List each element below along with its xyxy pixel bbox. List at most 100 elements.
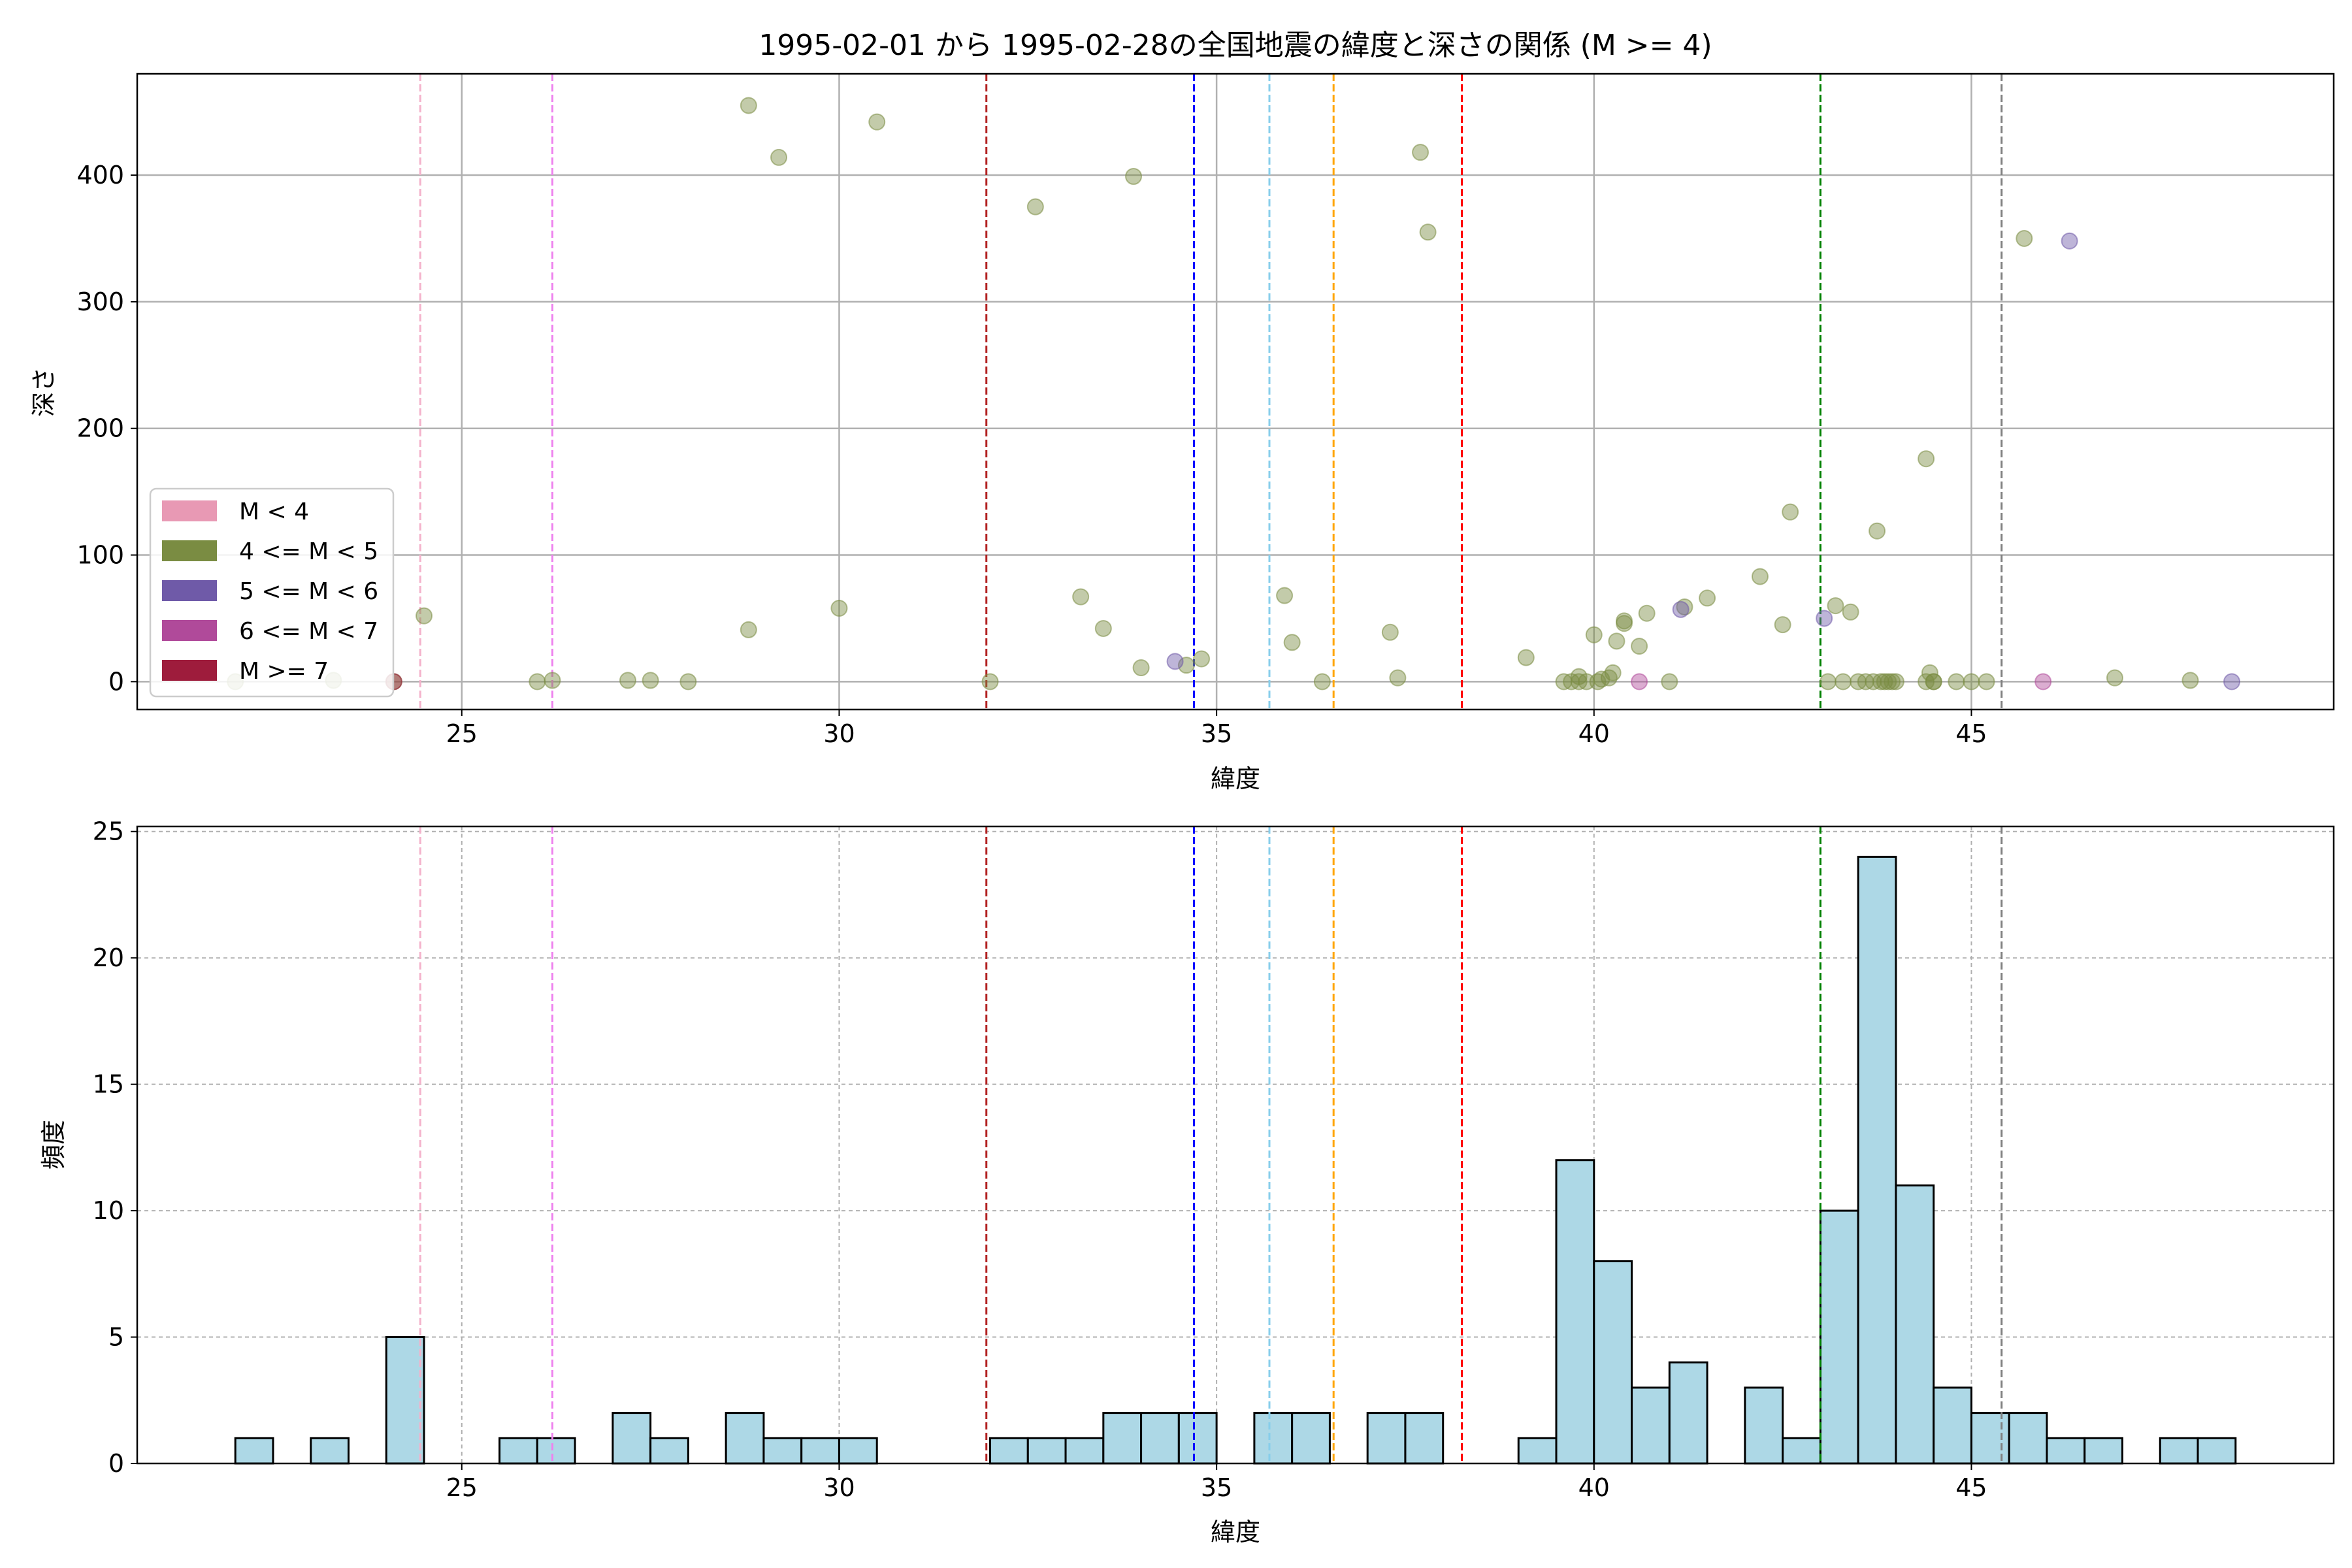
scatter-x-tick-label: 45 (1955, 719, 1987, 748)
scatter-point (416, 607, 433, 625)
legend-swatch (162, 660, 217, 681)
scatter-point (1604, 664, 1622, 681)
scatter-point (2061, 232, 2078, 250)
histogram-y-tick-label: 10 (93, 1196, 124, 1225)
histogram-bar (1668, 1361, 1708, 1465)
histogram-ticks: 25 30 35 40 45 0 5 10 15 20 25 (93, 817, 1987, 1502)
histogram-bar (1291, 1412, 1331, 1465)
scatter-point (1672, 600, 1690, 618)
scatter-y-tick-label: 400 (76, 161, 124, 189)
scatter-point (1835, 673, 1852, 691)
histogram-x-axis-label: 緯度 (1211, 1518, 1260, 1546)
scatter-point (1887, 673, 1904, 691)
legend-label: M >= 7 (239, 658, 329, 685)
legend-swatch (162, 500, 217, 521)
scatter-point (2016, 229, 2033, 247)
histogram-bar (838, 1437, 878, 1465)
scatter-y-axis-label: 深さ (29, 367, 58, 417)
scatter-plot-frame (136, 73, 2335, 711)
histogram-bar (649, 1437, 689, 1465)
scatter-point (1963, 673, 1980, 691)
histogram-x-tick-label: 30 (823, 1473, 855, 1502)
scatter-point (1699, 589, 1716, 607)
scatter-x-tick-label: 40 (1578, 719, 1610, 748)
scatter-gridlines (137, 74, 2334, 710)
histogram-bar (2083, 1437, 2124, 1465)
scatter-y-tick-label: 100 (76, 541, 124, 570)
legend-label: M < 4 (239, 498, 309, 525)
histogram-bar (2046, 1437, 2086, 1465)
histogram-bar (1819, 1209, 1859, 1465)
scatter-panel: 25 30 35 40 45 0 100 200 300 400 緯度 深さ M < 4 4 <= … (29, 73, 2335, 793)
histogram-bar (762, 1437, 803, 1465)
scatter-point (1661, 673, 1678, 691)
histogram-x-tick-label: 40 (1578, 1473, 1610, 1502)
scatter-point (1313, 673, 1331, 691)
histogram-y-tick-label: 0 (108, 1449, 124, 1478)
histogram-x-tick-label: 45 (1955, 1473, 1987, 1502)
scatter-point (2106, 669, 2123, 687)
legend-label: 4 <= M < 5 (239, 538, 378, 565)
scatter-point (1921, 664, 1938, 681)
scatter-point (619, 672, 636, 689)
scatter-point (1419, 223, 1437, 241)
histogram-y-tick-label: 25 (93, 817, 124, 846)
histogram-reference-lines (419, 826, 2003, 1463)
scatter-reference-lines (419, 74, 2003, 710)
scatter-point (1381, 623, 1399, 641)
scatter-point (770, 148, 788, 166)
scatter-point (679, 673, 697, 691)
histogram-bar (1140, 1412, 1180, 1465)
legend-label: 5 <= M < 6 (239, 578, 378, 605)
histogram-bar (1744, 1386, 1784, 1465)
histogram-bar (612, 1412, 652, 1465)
histogram-bar (989, 1437, 1029, 1465)
histogram-bar (1895, 1184, 1935, 1465)
scatter-point (1638, 604, 1656, 622)
histogram-bar (2159, 1437, 2199, 1465)
histogram-y-tick-label: 5 (108, 1323, 124, 1352)
histogram-bar (1782, 1437, 1821, 1465)
scatter-point (1819, 673, 1837, 691)
histogram-bar (1366, 1412, 1407, 1465)
histogram-bar (536, 1437, 576, 1465)
histogram-bar (1555, 1159, 1595, 1465)
scatter-point (1608, 632, 1625, 650)
scatter-point (1751, 568, 1769, 585)
scatter-point (1869, 522, 1886, 540)
scatter-point (2181, 672, 2199, 689)
scatter-point (1948, 673, 1965, 691)
scatter-point (1884, 673, 1901, 691)
scatter-y-tick-label: 0 (108, 667, 124, 696)
scatter-point (1918, 450, 1935, 468)
scatter-point (1193, 650, 1211, 668)
scatter-point (1978, 673, 1995, 691)
histogram-bar (1970, 1412, 2010, 1465)
scatter-point (1517, 649, 1535, 666)
scatter-point (1166, 653, 1184, 670)
scatter-point (1816, 610, 1833, 627)
histogram-bar (1102, 1412, 1143, 1465)
histogram-bar (2008, 1412, 2048, 1465)
chart-title: 1995-02-01 から 1995-02-28の全国地震の緯度と深さの関係 (… (759, 29, 1712, 62)
scatter-point (1125, 167, 1143, 185)
scatter-point (1827, 597, 1844, 615)
scatter-point (544, 672, 561, 689)
histogram-bar (725, 1412, 765, 1465)
scatter-ticks: 25 30 35 40 45 0 100 200 300 400 (76, 161, 1987, 748)
scatter-point (1072, 588, 1090, 606)
scatter-point (2034, 673, 2052, 691)
histogram-bar (1933, 1386, 1972, 1465)
histogram-gridlines (137, 826, 2334, 1464)
histogram-x-tick-label: 35 (1201, 1473, 1232, 1502)
histogram-bar (1177, 1412, 1218, 1465)
scatter-y-tick-label: 300 (76, 287, 124, 316)
histogram-bar (800, 1437, 840, 1465)
legend-swatch (162, 580, 217, 601)
scatter-point (830, 599, 848, 617)
legend-swatch (162, 540, 217, 561)
histogram-x-tick-label: 25 (446, 1473, 478, 1502)
histogram-bar (1253, 1412, 1294, 1465)
